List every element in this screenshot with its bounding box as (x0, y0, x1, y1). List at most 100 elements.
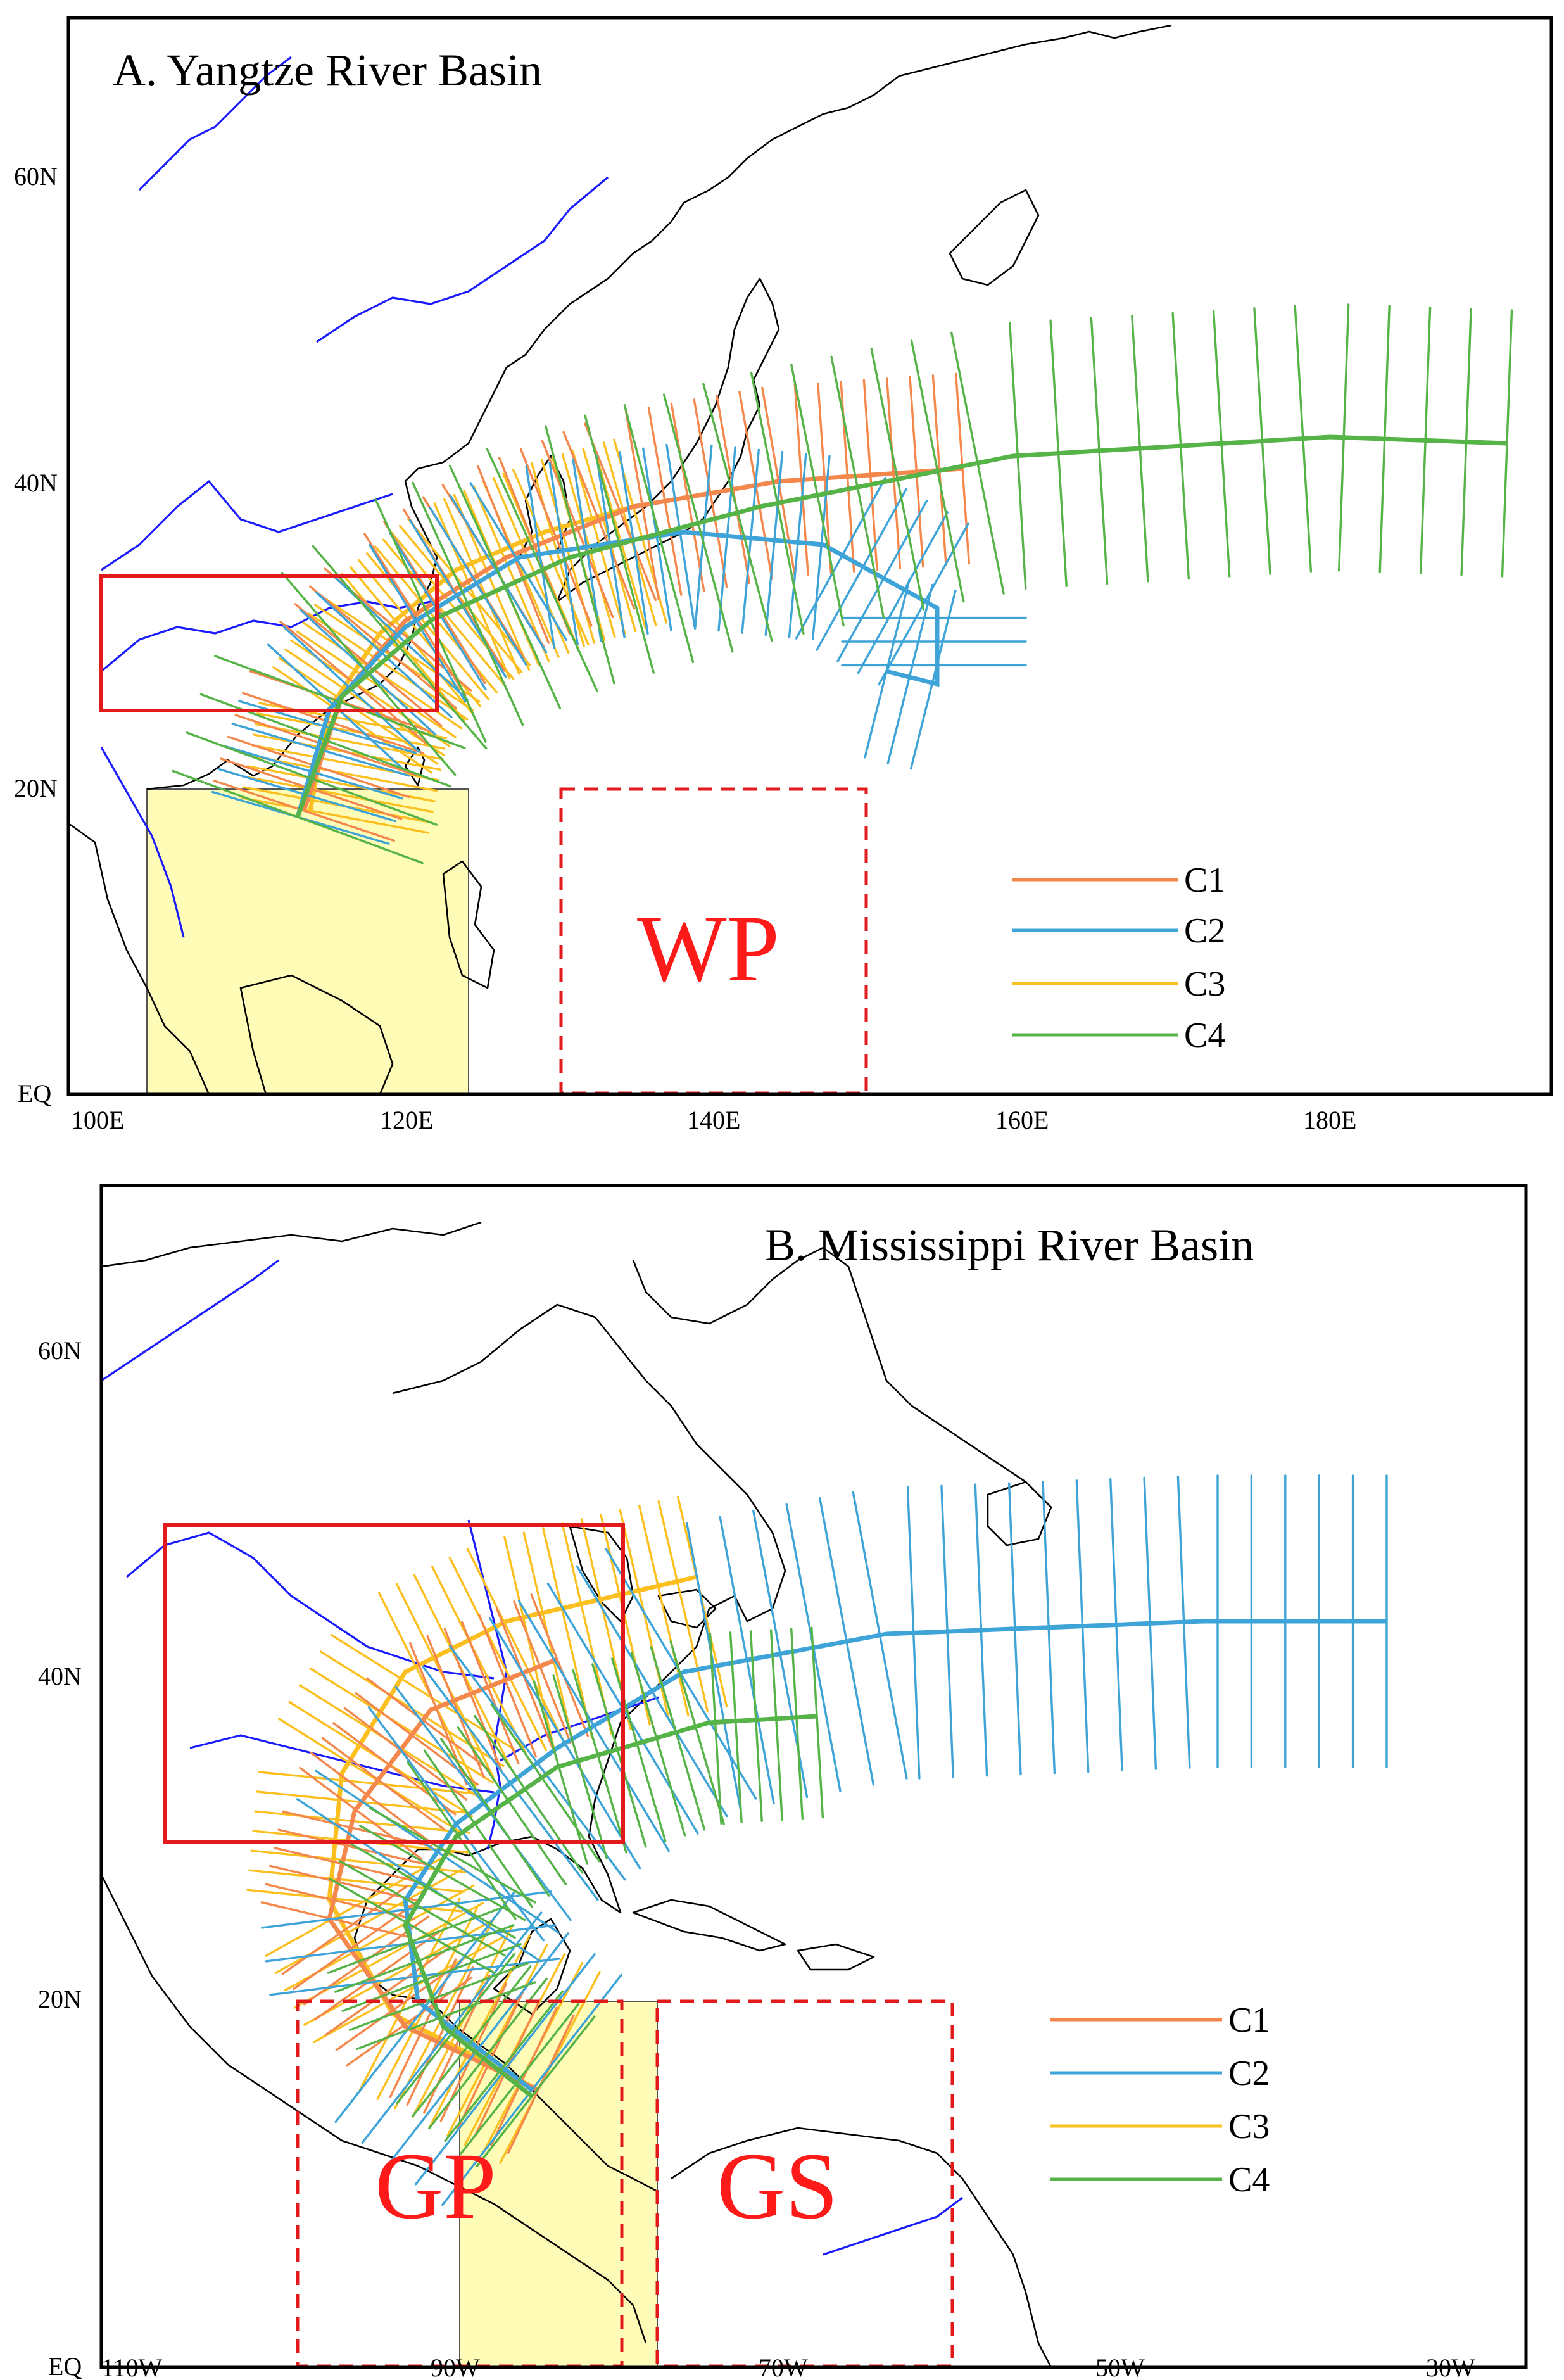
panel-b-title: B. Mississippi River Basin (765, 1220, 1254, 1270)
b-c1-ensemble-line (310, 1752, 434, 1845)
coastline-borneo (239, 974, 394, 1094)
a-c3-ensemble-line (572, 450, 626, 635)
a-c2-ensemble-line (548, 462, 579, 646)
panel-a-x-ticks: 100E 120E 140E 160E 180E (71, 1106, 1356, 1134)
coastline-cuba (632, 1899, 786, 1952)
b-c1-mean-track (327, 1657, 558, 2092)
legend-b-c2-label: C2 (1228, 2054, 1270, 2093)
y-tick-eq: EQ (18, 1079, 51, 1108)
a-c2-ensemble-line (788, 453, 807, 638)
legend-b-c4-label: C4 (1228, 2160, 1270, 2200)
x-tick-30w: 30W (1426, 2353, 1475, 2380)
a-c3-ensemble-line (472, 485, 550, 662)
b-c4-ensemble-line (444, 1990, 564, 2143)
a-c2-ensemble-line (469, 482, 568, 642)
b-c4-ensemble-line (474, 1714, 584, 1874)
b-c4-ensemble-line (440, 1738, 550, 1897)
b-c1-ensemble-line (335, 1961, 462, 2051)
a-c2-ensemble-line (665, 443, 696, 628)
b-c1-ensemble-line (299, 1766, 423, 1861)
x-tick-140e: 140E (687, 1106, 740, 1134)
a-c2-ensemble-line (741, 448, 760, 634)
a-c2-ensemble-line (315, 591, 453, 719)
gp-label: GP (375, 2134, 496, 2239)
tracks-a (172, 303, 1513, 864)
panel-b-frame (99, 1184, 1528, 2369)
a-c2-ensemble-line (369, 543, 467, 703)
coastline-south-america (671, 2127, 1052, 2367)
b-c4-ensemble-line (591, 1663, 647, 1848)
b-c3-ensemble-line (313, 1936, 503, 2044)
b-c4-ensemble-line (348, 1962, 529, 2032)
legend-a-c4-label: C4 (1184, 1016, 1225, 1055)
b-c1-ensemble-line (530, 1593, 589, 1737)
b-c3-ensemble-line (448, 1556, 548, 1752)
b-c4-ensemble-line (327, 1904, 508, 1974)
b-c1-ensemble-line (490, 2006, 558, 2146)
legend-b: C1 C2 C3 C4 (1050, 2001, 1270, 2200)
a-c3-ensemble-line (248, 754, 438, 792)
b-c3-ensemble-line (309, 1667, 495, 1784)
b-c4-ensemble-line (790, 1628, 804, 1820)
y-tick-60n: 60N (14, 162, 58, 191)
b-c4-ensemble-line (457, 1726, 567, 1885)
a-c3-ensemble-line (241, 796, 430, 834)
b-c4-ensemble-line (669, 1640, 725, 1825)
y-tick-b-20n: 20N (38, 1985, 82, 2013)
legend-a-c1-label: C1 (1184, 861, 1225, 900)
b-c4-ensemble-line (630, 1652, 686, 1837)
x-tick-90w: 90W (431, 2353, 480, 2380)
b-c3-ensemble-line (542, 1527, 593, 1739)
a-c2-ensemble-line (857, 511, 949, 674)
b-c4-ensemble-line (572, 1669, 627, 1854)
b-c1-ensemble-line (324, 1946, 451, 2036)
a-c2-ensemble-line (764, 450, 784, 636)
a-c2-ensemble-line (795, 476, 887, 640)
b-c4-ensemble-line (650, 1646, 706, 1831)
a-c2-ensemble-line (429, 507, 527, 666)
legend-b-c1-label: C1 (1228, 2001, 1270, 2040)
b-c4-ensemble-line (356, 1981, 536, 2051)
legend-a-c2-label: C2 (1184, 911, 1225, 951)
river-lena (138, 56, 292, 191)
coastline-north-america (101, 1221, 786, 2193)
b-c1-ensemble-line (281, 1885, 408, 1975)
coastline-hispaniola (797, 1943, 875, 1971)
b-c3-ensemble-line (258, 1771, 475, 1795)
a-c2-ensemble-line (864, 578, 911, 759)
b-c1-ensemble-line (366, 1677, 490, 1771)
y-tick-b-eq: EQ (48, 2352, 82, 2380)
river-amazon (823, 2196, 963, 2256)
mississippi-basin-box (163, 1523, 625, 1844)
panel-b: GP GS C1 C2 C3 C4 B. Mississippi River B… (38, 1184, 1528, 2380)
coastline-hudson-bay (632, 1246, 1052, 1508)
x-tick-110w: 110W (101, 2353, 163, 2380)
coastline-kamchatka (949, 189, 1040, 286)
legend-a: C1 C2 C3 C4 (1012, 861, 1225, 1055)
a-c2-ensemble-line (909, 589, 957, 770)
b-c4-ensemble-line (810, 1626, 824, 1819)
b-c2-mean-track (403, 1619, 1387, 2092)
b-c3-ensemble-line (250, 1849, 467, 1873)
b-c4-ensemble-line (769, 1629, 783, 1821)
coastline-philippines (442, 860, 495, 989)
a-c2-ensemble-line (836, 500, 928, 663)
a-c2-ensemble-line (811, 455, 831, 640)
b-c1-ensemble-line (495, 1607, 555, 1751)
b-c1-ensemble-line (426, 1635, 485, 1779)
b-c1-ensemble-line (343, 1707, 468, 1801)
a-c3-ensemble-line (443, 498, 520, 675)
b-c4-ensemble-line (552, 1674, 608, 1859)
x-tick-100e: 100E (71, 1106, 124, 1134)
a-c2-ensemble-line (693, 444, 713, 630)
b-c1-ensemble-line (406, 1966, 474, 2106)
panel-a-y-ticks: EQ 20N 40N 60N (14, 162, 58, 1108)
wp-label: WP (637, 896, 779, 1001)
b-c3-ensemble-line (394, 1916, 496, 2110)
b-c3-ensemble-line (431, 1565, 530, 1761)
b-c4-ensemble-line (396, 1953, 516, 2105)
b-c4-ensemble-line (338, 1859, 506, 1957)
a-c3-ensemble-line (433, 502, 511, 680)
b-c4-ensemble-line (533, 1680, 588, 1865)
